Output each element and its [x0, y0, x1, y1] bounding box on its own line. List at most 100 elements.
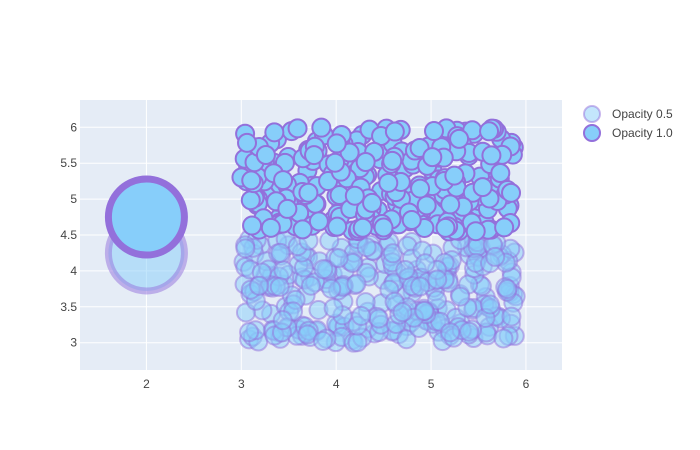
scatter-point[interactable] — [325, 152, 346, 173]
scatter-point[interactable] — [347, 332, 368, 353]
scatter-point[interactable] — [326, 133, 347, 154]
scatter-point[interactable] — [241, 170, 262, 191]
legend-marker-icon — [583, 105, 601, 123]
y-tick-label: 3.5 — [60, 300, 77, 314]
scatter-point[interactable] — [395, 260, 416, 281]
scatter-point[interactable] — [401, 209, 422, 230]
scatter-point[interactable] — [300, 275, 321, 296]
legend-item[interactable]: Opacity 0.5 — [583, 105, 673, 123]
legend-marker-icon — [583, 124, 601, 142]
scatter-point[interactable] — [270, 242, 291, 263]
scatter-point[interactable] — [311, 117, 332, 138]
scatter-point[interactable] — [392, 302, 413, 323]
scatter-point[interactable] — [427, 290, 448, 311]
scatter-point[interactable] — [368, 308, 389, 329]
scatter-point[interactable] — [415, 253, 436, 274]
x-tick-label: 3 — [238, 377, 245, 391]
legend-label: Opacity 1.0 — [612, 126, 673, 140]
scatter-point[interactable] — [355, 151, 376, 172]
scatter-point[interactable] — [396, 329, 417, 350]
scatter-point[interactable] — [444, 165, 465, 186]
scatter-point[interactable] — [239, 322, 260, 343]
scatter-point[interactable] — [449, 128, 470, 149]
x-tick-label: 2 — [143, 377, 150, 391]
scatter-point[interactable] — [304, 145, 325, 166]
legend[interactable]: Opacity 0.5 Opacity 1.0 — [583, 105, 673, 142]
scatter-point[interactable] — [237, 132, 258, 153]
scatter-point[interactable] — [450, 286, 471, 307]
y-tick-label: 4.5 — [60, 228, 77, 242]
scatter-point[interactable] — [308, 211, 329, 232]
y-tick-label: 5 — [70, 192, 77, 206]
scatter-point[interactable] — [362, 192, 383, 213]
scatter-point[interactable] — [378, 172, 399, 193]
scatter-point[interactable] — [490, 163, 511, 184]
scatter-point[interactable] — [410, 276, 431, 297]
scatter-point[interactable] — [292, 219, 313, 240]
scatter-point[interactable] — [485, 246, 506, 267]
scatter-point[interactable] — [235, 238, 256, 259]
scatter-point[interactable] — [249, 275, 270, 296]
scatter-point[interactable] — [273, 170, 294, 191]
scatter-point[interactable] — [255, 145, 276, 166]
scatter-point[interactable] — [277, 198, 298, 219]
scatter-point[interactable] — [351, 305, 372, 326]
scatter-point[interactable] — [298, 182, 319, 203]
scatter-point[interactable] — [382, 150, 403, 171]
y-tick-label: 5.5 — [60, 156, 77, 170]
scatter-point[interactable] — [313, 259, 334, 280]
scatter-point[interactable] — [321, 278, 342, 299]
scatter-point[interactable] — [479, 294, 500, 315]
scatter-point[interactable] — [356, 237, 377, 258]
scatter-point[interactable] — [373, 217, 394, 238]
scatter-point[interactable] — [465, 221, 486, 242]
axis-ticks: 2 3 4 5 6 3 3.5 4 4.5 5 5.5 6 — [60, 120, 529, 391]
scatter-point[interactable] — [312, 330, 333, 351]
scatter-point[interactable] — [269, 277, 290, 298]
scatter-point[interactable] — [440, 322, 461, 343]
scatter-point[interactable] — [416, 195, 437, 216]
scatter-point[interactable] — [344, 185, 365, 206]
scatter-point[interactable] — [481, 145, 502, 166]
scatter-point[interactable] — [242, 215, 263, 236]
scatter-point[interactable] — [440, 194, 461, 215]
scatter-point[interactable] — [501, 182, 522, 203]
scatter-point[interactable] — [459, 321, 480, 342]
scatter-point[interactable] — [414, 300, 435, 321]
scatter-point[interactable] — [493, 328, 514, 349]
legend-label: Opacity 0.5 — [612, 107, 673, 121]
x-tick-label: 6 — [523, 377, 530, 391]
scatter-point[interactable] — [240, 190, 261, 211]
scatter-point[interactable] — [427, 269, 448, 290]
x-tick-label: 5 — [428, 377, 435, 391]
scatter-point[interactable] — [501, 306, 522, 327]
scatter-point[interactable] — [497, 279, 518, 300]
y-tick-label: 6 — [70, 120, 77, 134]
scatter-point[interactable] — [260, 217, 281, 238]
scatter-point[interactable] — [273, 260, 294, 281]
scatter-point[interactable] — [323, 298, 344, 319]
plot-area — [104, 117, 526, 353]
legend-item[interactable]: Opacity 1.0 — [583, 124, 673, 142]
scatter-point[interactable] — [352, 217, 373, 238]
scatter-point[interactable] — [384, 121, 405, 142]
scatter-point[interactable] — [494, 217, 515, 238]
scatter-point[interactable] — [472, 177, 493, 198]
y-tick-label: 4 — [70, 264, 77, 278]
scatter-point[interactable] — [328, 248, 349, 269]
scatter-point[interactable] — [327, 216, 348, 237]
scatter-point[interactable] — [264, 122, 285, 143]
scatter-point[interactable] — [410, 178, 431, 199]
x-tick-label: 4 — [333, 377, 340, 391]
big-marker[interactable] — [104, 175, 188, 259]
scatter-point[interactable] — [287, 118, 308, 139]
scatter-point[interactable] — [435, 217, 456, 238]
scatter-point[interactable] — [272, 310, 293, 331]
scatter-point[interactable] — [423, 121, 444, 142]
scatter-point[interactable] — [346, 273, 367, 294]
y-tick-label: 3 — [70, 336, 77, 350]
scatter-point[interactable] — [422, 147, 443, 168]
scatter-point[interactable] — [479, 121, 500, 142]
